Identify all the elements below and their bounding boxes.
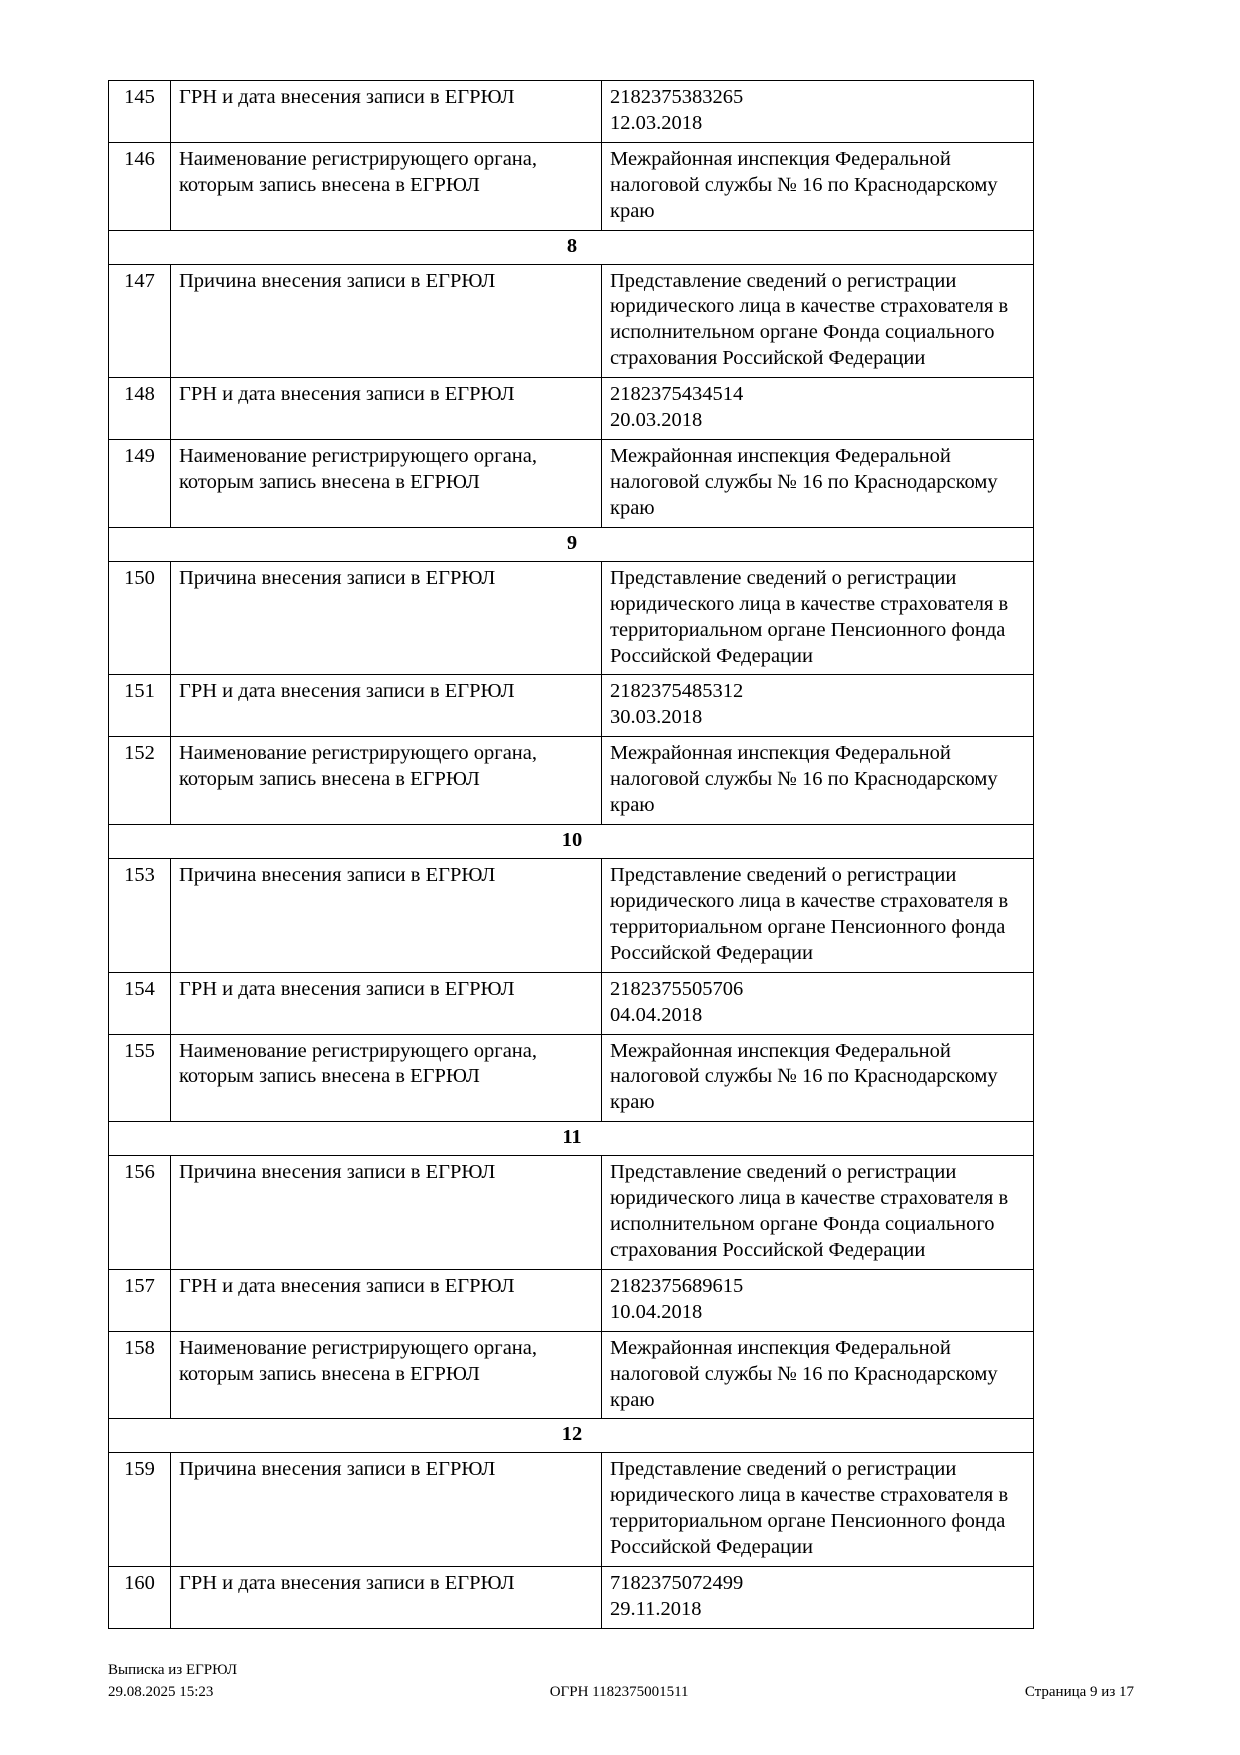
table-row: 155 Наименование регистрирующего органа, …	[108, 1033, 1034, 1123]
row-field-value: Представление сведений о регистрации юри…	[601, 560, 1034, 676]
table-row: 150 Причина внесения записи в ЕГРЮЛ Предст…	[108, 560, 1034, 676]
row-field-label: ГРН и дата внесения записи в ЕГРЮЛ	[170, 80, 602, 143]
section-number: 8	[108, 229, 1034, 265]
row-field-value: Представление сведений о регистрации юри…	[601, 1452, 1034, 1568]
row-field-value: Межрайонная инспекция Федеральной налого…	[601, 141, 1034, 231]
table-row: 157 ГРН и дата внесения записи в ЕГРЮЛ 218…	[108, 1268, 1034, 1332]
row-field-value: 7182375072499 29.11.2018	[601, 1566, 1034, 1629]
row-number: 150	[108, 560, 171, 676]
row-field-label: Наименование регистрирующего органа, кот…	[170, 141, 602, 231]
row-number: 145	[108, 80, 171, 143]
section-number: 12	[108, 1418, 1034, 1454]
row-field-label: Причина внесения записи в ЕГРЮЛ	[170, 857, 602, 973]
table-row: 145 ГРН и дата внесения записи в ЕГРЮЛ 218…	[108, 80, 1034, 143]
table-row: 149 Наименование регистрирующего органа, …	[108, 439, 1034, 528]
section-divider-row: 9	[108, 526, 1034, 562]
row-number: 146	[108, 141, 171, 231]
egrul-records-table: 145 ГРН и дата внесения записи в ЕГРЮЛ 218…	[108, 80, 1034, 1629]
row-field-label: Причина внесения записи в ЕГРЮЛ	[170, 1452, 602, 1568]
row-number: 152	[108, 736, 171, 826]
row-field-value: Межрайонная инспекция Федеральной налого…	[601, 1330, 1034, 1420]
row-field-value: Представление сведений о регистрации юри…	[601, 857, 1034, 973]
row-field-label: ГРН и дата внесения записи в ЕГРЮЛ	[170, 377, 602, 441]
page-footer: Выписка из ЕГРЮЛ 29.08.2025 15:23 ОГРН 1…	[108, 1660, 1134, 1704]
section-divider-row: 11	[108, 1121, 1034, 1157]
row-number: 149	[108, 439, 171, 528]
table-row: 156 Причина внесения записи в ЕГРЮЛ Предст…	[108, 1155, 1034, 1270]
row-field-label: Наименование регистрирующего органа, кот…	[170, 736, 602, 826]
section-divider-row: 8	[108, 229, 1034, 265]
table-row: 152 Наименование регистрирующего органа, …	[108, 736, 1034, 826]
row-field-value: Представление сведений о регистрации юри…	[601, 263, 1034, 379]
table-row: 159 Причина внесения записи в ЕГРЮЛ Предст…	[108, 1452, 1034, 1568]
footer-page-number: Страница 9 из 17	[1024, 1684, 1134, 1701]
row-number: 147	[108, 263, 171, 379]
row-field-value: 2182375505706 04.04.2018	[601, 971, 1034, 1035]
footer-doc-type: Выписка из ЕГРЮЛ	[108, 1662, 237, 1678]
section-number: 11	[108, 1121, 1034, 1157]
table-row: 158 Наименование регистрирующего органа, …	[108, 1330, 1034, 1420]
row-field-value: Представление сведений о регистрации юри…	[601, 1155, 1034, 1270]
row-field-label: Наименование регистрирующего органа, кот…	[170, 1330, 602, 1420]
table-row: 151 ГРН и дата внесения записи в ЕГРЮЛ 218…	[108, 674, 1034, 738]
footer-top-row: Выписка из ЕГРЮЛ	[108, 1660, 1134, 1681]
row-field-value: 2182375689615 10.04.2018	[601, 1268, 1034, 1332]
section-number: 9	[108, 526, 1034, 562]
row-number: 156	[108, 1155, 171, 1270]
row-field-label: ГРН и дата внесения записи в ЕГРЮЛ	[170, 1566, 602, 1629]
row-field-value: Межрайонная инспекция Федеральной налого…	[601, 439, 1034, 528]
row-field-label: ГРН и дата внесения записи в ЕГРЮЛ	[170, 971, 602, 1035]
row-number: 148	[108, 377, 171, 441]
row-number: 154	[108, 971, 171, 1035]
row-field-label: Наименование регистрирующего органа, кот…	[170, 1033, 602, 1123]
table-row: 147 Причина внесения записи в ЕГРЮЛ Предст…	[108, 263, 1034, 379]
row-field-label: Наименование регистрирующего органа, кот…	[170, 439, 602, 528]
table-row: 146 Наименование регистрирующего органа, …	[108, 141, 1034, 231]
table-row: 154 ГРН и дата внесения записи в ЕГРЮЛ 218…	[108, 971, 1034, 1035]
row-number: 157	[108, 1268, 171, 1332]
row-number: 151	[108, 674, 171, 738]
footer-ogrn: ОГРН 1182375001511	[549, 1684, 689, 1701]
footer-timestamp: 29.08.2025 15:23	[108, 1684, 214, 1701]
footer-bottom-row: 29.08.2025 15:23 ОГРН 1182375001511 Стра…	[108, 1682, 1134, 1703]
row-field-value: 2182375485312 30.03.2018	[601, 674, 1034, 738]
row-number: 159	[108, 1452, 171, 1568]
table-body: 145 ГРН и дата внесения записи в ЕГРЮЛ 218…	[108, 80, 1034, 1629]
row-field-label: Причина внесения записи в ЕГРЮЛ	[170, 263, 602, 379]
section-number: 10	[108, 824, 1034, 859]
row-field-value: 2182375383265 12.03.2018	[601, 80, 1034, 143]
row-field-value: 2182375434514 20.03.2018	[601, 377, 1034, 441]
row-field-label: Причина внесения записи в ЕГРЮЛ	[170, 560, 602, 676]
row-number: 153	[108, 857, 171, 973]
section-divider-row: 10	[108, 824, 1034, 859]
table-row: 148 ГРН и дата внесения записи в ЕГРЮЛ 218…	[108, 377, 1034, 441]
table-row: 153 Причина внесения записи в ЕГРЮЛ Предст…	[108, 857, 1034, 973]
row-field-value: Межрайонная инспекция Федеральной налого…	[601, 736, 1034, 826]
row-number: 158	[108, 1330, 171, 1420]
row-field-label: ГРН и дата внесения записи в ЕГРЮЛ	[170, 674, 602, 738]
section-divider-row: 12	[108, 1418, 1034, 1454]
row-field-label: Причина внесения записи в ЕГРЮЛ	[170, 1155, 602, 1270]
row-number: 155	[108, 1033, 171, 1123]
table-row: 160 ГРН и дата внесения записи в ЕГРЮЛ 718…	[108, 1566, 1034, 1629]
row-field-label: ГРН и дата внесения записи в ЕГРЮЛ	[170, 1268, 602, 1332]
row-field-value: Межрайонная инспекция Федеральной налого…	[601, 1033, 1034, 1123]
row-number: 160	[108, 1566, 171, 1629]
